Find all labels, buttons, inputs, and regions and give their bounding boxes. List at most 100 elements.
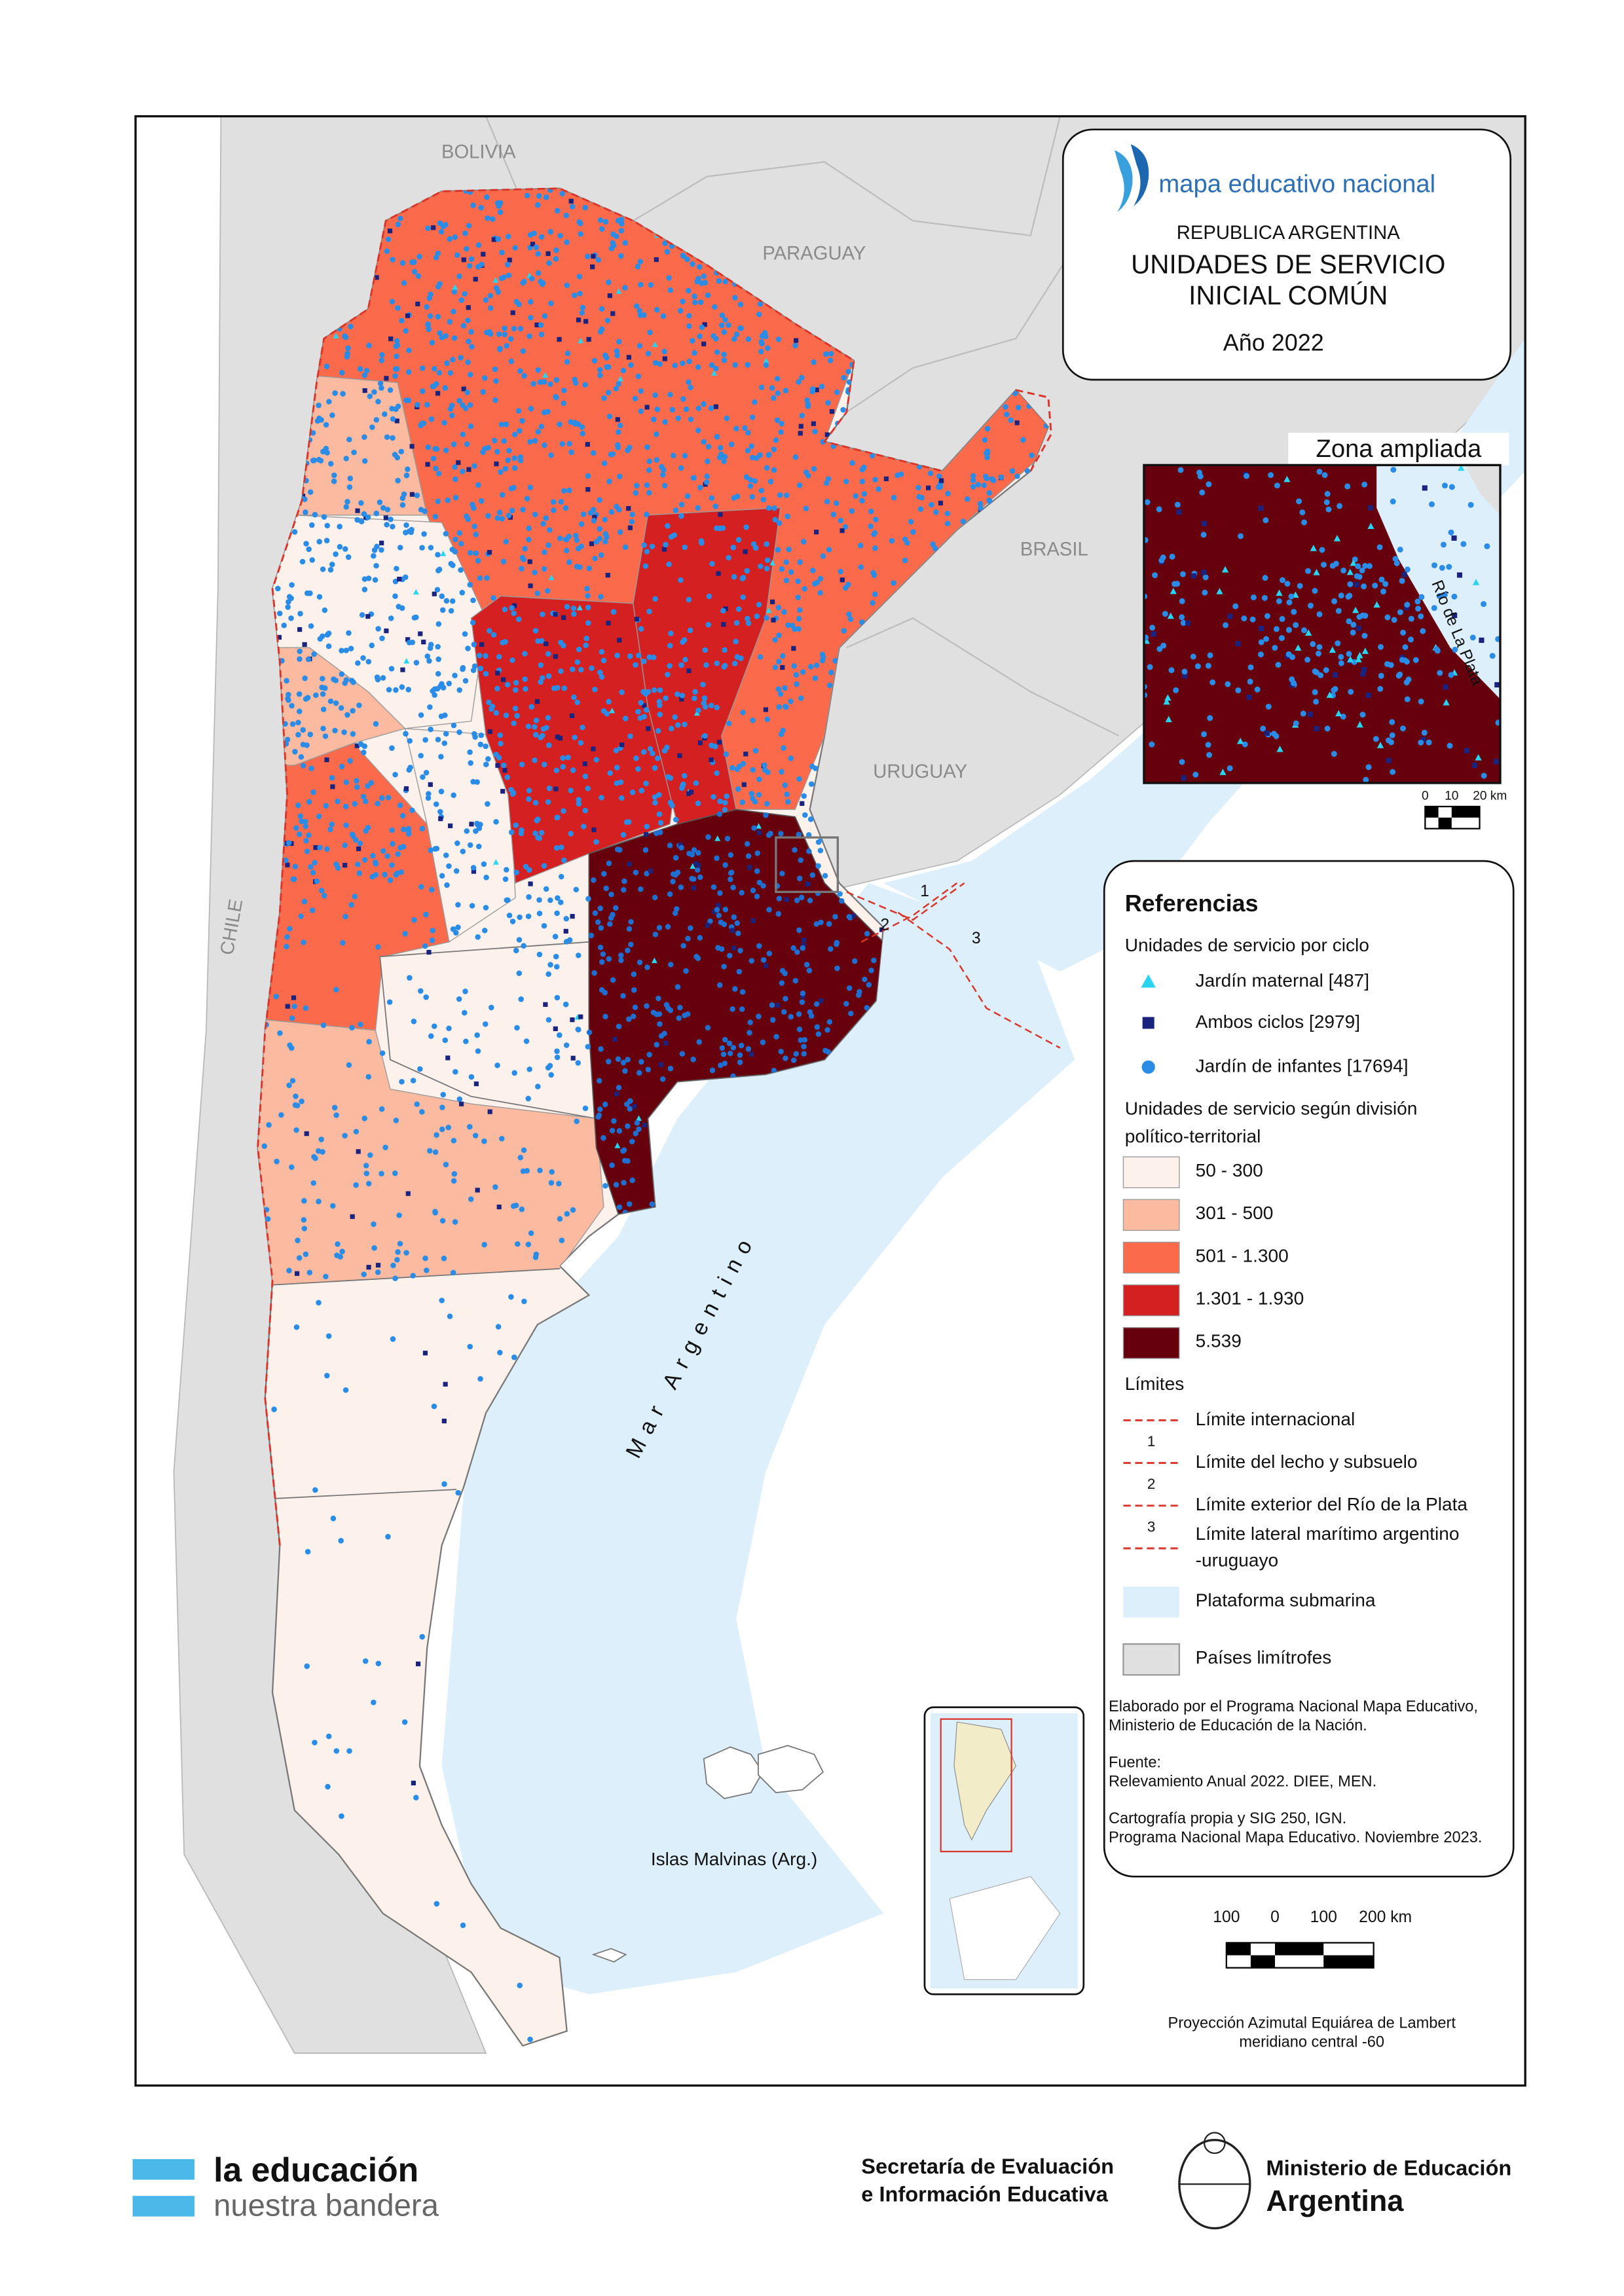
brand-bar bbox=[132, 2196, 194, 2217]
point-infantes bbox=[984, 426, 991, 432]
point-infantes bbox=[643, 780, 649, 786]
point-infantes bbox=[1362, 562, 1369, 569]
point-infantes bbox=[292, 748, 298, 755]
point-infantes bbox=[775, 547, 781, 553]
point-infantes bbox=[554, 685, 561, 691]
point-infantes bbox=[779, 769, 784, 775]
point-infantes bbox=[679, 1051, 686, 1057]
point-infantes bbox=[553, 845, 560, 851]
point-both bbox=[614, 1091, 619, 1097]
point-infantes bbox=[1205, 742, 1211, 748]
point-infantes bbox=[452, 1068, 458, 1075]
class-label: 501 - 1.300 bbox=[1196, 1245, 1289, 1266]
point-infantes bbox=[986, 497, 992, 503]
point-infantes bbox=[325, 1733, 332, 1740]
point-infantes bbox=[695, 364, 701, 370]
point-infantes bbox=[511, 1354, 517, 1360]
point-infantes bbox=[1412, 657, 1419, 663]
point-maternal bbox=[756, 823, 762, 829]
point-infantes bbox=[600, 1135, 606, 1141]
point-both bbox=[456, 460, 461, 465]
point-both bbox=[775, 1002, 781, 1008]
point-both bbox=[829, 409, 835, 414]
point-infantes bbox=[638, 282, 644, 288]
point-infantes bbox=[316, 813, 322, 820]
point-infantes bbox=[465, 646, 471, 651]
point-infantes bbox=[1009, 468, 1016, 474]
point-infantes bbox=[1335, 640, 1341, 647]
point-both bbox=[362, 388, 367, 393]
point-both bbox=[606, 621, 611, 626]
point-infantes bbox=[516, 301, 522, 308]
point-infantes bbox=[418, 884, 424, 890]
point-infantes bbox=[861, 491, 868, 497]
point-infantes bbox=[493, 285, 500, 291]
point-infantes bbox=[519, 1206, 525, 1212]
point-infantes bbox=[521, 1147, 527, 1154]
point-maternal bbox=[769, 560, 776, 566]
point-infantes bbox=[532, 570, 538, 575]
point-infantes bbox=[546, 260, 552, 266]
point-both bbox=[297, 627, 303, 632]
point-infantes bbox=[625, 819, 632, 825]
credit-line: Relevamiento Anual 2022. DIEE, MEN. bbox=[1109, 1774, 1376, 1791]
point-infantes bbox=[387, 877, 394, 883]
point-infantes bbox=[304, 1663, 310, 1669]
point-infantes bbox=[1160, 642, 1167, 649]
point-infantes bbox=[466, 223, 472, 229]
point-infantes bbox=[1404, 566, 1411, 573]
point-both bbox=[662, 356, 667, 361]
point-infantes bbox=[824, 498, 830, 505]
point-infantes bbox=[689, 852, 695, 858]
point-infantes bbox=[598, 594, 604, 600]
point-infantes bbox=[456, 530, 463, 536]
point-infantes bbox=[304, 848, 310, 854]
point-both bbox=[563, 928, 568, 934]
point-infantes bbox=[637, 1070, 642, 1076]
point-infantes bbox=[293, 1127, 299, 1133]
point-infantes bbox=[930, 541, 936, 547]
point-infantes bbox=[652, 931, 659, 938]
point-both bbox=[840, 528, 845, 534]
point-infantes bbox=[1399, 657, 1405, 663]
point-infantes bbox=[547, 381, 553, 388]
point-infantes bbox=[425, 795, 432, 801]
point-infantes bbox=[437, 330, 443, 336]
point-both bbox=[771, 617, 776, 623]
point-both bbox=[705, 922, 710, 928]
point-both bbox=[1185, 620, 1191, 626]
point-infantes bbox=[344, 712, 350, 718]
point-infantes bbox=[439, 335, 445, 340]
point-infantes bbox=[508, 829, 515, 835]
point-infantes bbox=[558, 873, 564, 880]
point-infantes bbox=[695, 707, 701, 714]
point-infantes bbox=[495, 1324, 502, 1330]
point-both bbox=[441, 1418, 447, 1424]
point-infantes bbox=[1275, 661, 1282, 668]
point-infantes bbox=[701, 401, 707, 407]
point-infantes bbox=[727, 953, 733, 958]
point-infantes bbox=[285, 695, 291, 702]
scale-bar bbox=[1226, 1942, 1251, 1956]
point-infantes bbox=[1448, 672, 1454, 678]
point-infantes bbox=[684, 493, 691, 500]
point-infantes bbox=[451, 792, 456, 798]
locator-argentina bbox=[953, 1721, 1016, 1841]
point-infantes bbox=[468, 371, 473, 378]
point-infantes bbox=[680, 943, 686, 949]
point-infantes bbox=[361, 750, 367, 756]
point-infantes bbox=[1262, 575, 1268, 581]
point-infantes bbox=[783, 388, 789, 393]
point-maternal bbox=[766, 607, 772, 613]
point-both bbox=[545, 251, 551, 257]
point-infantes bbox=[385, 236, 392, 242]
point-infantes bbox=[627, 653, 633, 659]
point-infantes bbox=[1377, 685, 1384, 692]
point-infantes bbox=[426, 791, 432, 797]
point-infantes bbox=[944, 510, 951, 517]
point-infantes bbox=[709, 495, 715, 501]
point-infantes bbox=[618, 228, 625, 234]
point-infantes bbox=[815, 863, 821, 869]
point-infantes bbox=[580, 724, 585, 731]
point-infantes bbox=[1320, 562, 1327, 568]
